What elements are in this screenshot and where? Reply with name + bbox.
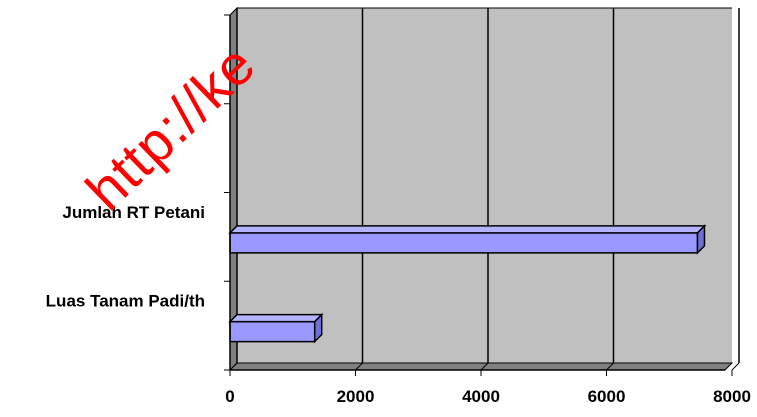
- gridline-floor: [480, 362, 489, 371]
- bar-top: [228, 313, 324, 323]
- gridlines: [229, 7, 740, 376]
- gridline-floor: [606, 362, 614, 371]
- category-label: Jumlah RT Petani: [62, 203, 205, 222]
- bar-top: [228, 225, 707, 234]
- x-tick-label: 0: [225, 387, 234, 406]
- category-label: Luas Tanam Padi/th: [46, 292, 205, 311]
- bar-side: [313, 312, 323, 344]
- bar-front: [229, 232, 699, 254]
- bar: [228, 312, 324, 344]
- x-tick-label: 4000: [462, 387, 500, 406]
- plot-floor: [228, 362, 734, 371]
- x-tick-label: 6000: [588, 387, 626, 406]
- x-tick-label: 8000: [713, 387, 751, 406]
- y-axis-ticks: [224, 14, 230, 371]
- gridline-floor: [229, 362, 238, 371]
- bars: [228, 224, 707, 344]
- y-axis-category-labels: Luas Tanam Padi/th Jumlah RT Petani: [46, 203, 205, 311]
- x-tick-label: 2000: [337, 387, 375, 406]
- x-axis-tick-labels: 0 2000 4000 6000 8000: [225, 387, 751, 406]
- bar-side: [696, 224, 706, 255]
- gridline-floor: [731, 362, 740, 371]
- plot-background: [237, 8, 732, 363]
- bar-front: [229, 320, 316, 343]
- bar: [228, 224, 707, 255]
- gridline-floor: [355, 362, 363, 371]
